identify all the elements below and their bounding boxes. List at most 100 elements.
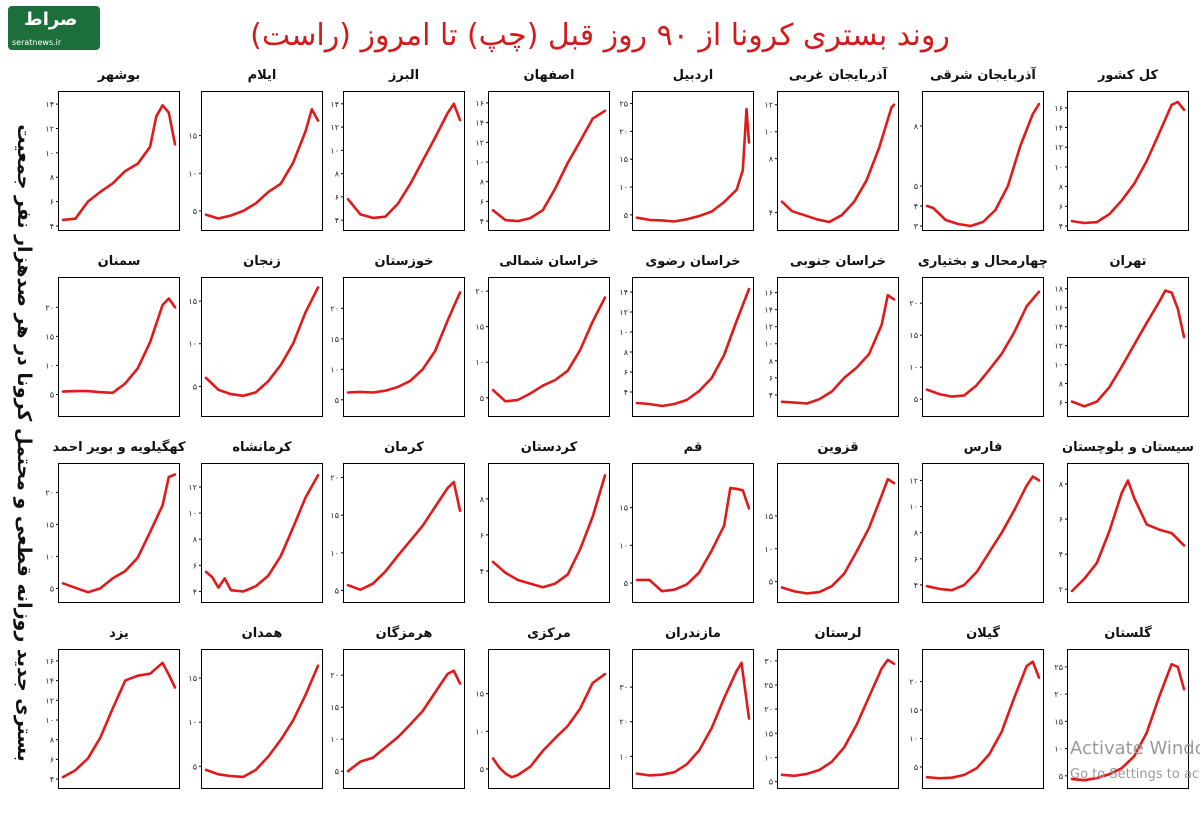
- y-tick-label: ۱۰: [764, 753, 773, 762]
- y-tick-label: ۳۰: [619, 683, 628, 692]
- y-tick-label: ۸: [914, 122, 919, 131]
- series-line: [491, 474, 607, 589]
- y-tick-label: ۱۵: [188, 132, 197, 141]
- y-tick-label: ۱۰: [764, 340, 773, 349]
- y-tick-label: ۸: [769, 357, 774, 366]
- chart-plot-area: ۱۰ ۲۰ ۳۰: [619, 661, 751, 777]
- y-tick-label: ۱۰: [619, 328, 628, 337]
- chart-plot-area: ۵ ۱۰ ۱۵: [188, 108, 320, 220]
- chart-title: لرستان: [814, 626, 862, 641]
- y-tick-label: ۸: [193, 535, 198, 544]
- series-line: [204, 473, 320, 593]
- y-tick-label: ۱۶: [45, 657, 54, 666]
- series-line: [491, 672, 607, 779]
- chart-title: سمنان: [97, 254, 141, 269]
- y-tick-label: ۱۶: [475, 99, 484, 108]
- chart-title: زنجان: [243, 254, 281, 269]
- chart-title: کرمان: [384, 440, 424, 455]
- y-tick-label: ۵: [50, 391, 54, 400]
- series-line: [1070, 289, 1186, 408]
- y-tick-label: ۱۰: [188, 718, 197, 727]
- series-line: [635, 486, 751, 593]
- chart-plot-area: ۵ ۱۰ ۱۵: [188, 286, 320, 398]
- y-tick-label: ۱۰: [619, 541, 628, 550]
- y-tick-label: ۲۵: [764, 681, 773, 690]
- y-tick-label: ۱۰: [1054, 163, 1063, 172]
- series-line: [925, 475, 1041, 592]
- province-chart: سمنان ۵ ۱۰ ۱۵ ۲۰: [45, 254, 180, 417]
- chart-plot-area: ۴ ۶ ۸ ۱۰ ۱۲ ۱۴: [619, 287, 751, 408]
- series-line: [204, 664, 320, 779]
- chart-plot-area: ۵ ۱۰ ۱۵ ۲۰: [909, 290, 1041, 404]
- y-tick-label: ۲۰: [45, 488, 54, 497]
- y-tick-label: ۱۲: [475, 138, 484, 147]
- chart-title: بوشهر: [97, 68, 141, 83]
- y-tick-label: ۱۵: [45, 332, 54, 341]
- chart-title: مرکزی: [527, 626, 571, 641]
- y-tick-label: ۵: [335, 586, 339, 595]
- y-tick-label: ۶: [335, 193, 339, 202]
- y-tick-label: ۵: [193, 382, 197, 391]
- province-chart: اصفهان ۴ ۶ ۸ ۱۰ ۱۲ ۱۴ ۱۶: [475, 68, 610, 231]
- y-tick-label: ۱۰: [764, 128, 773, 137]
- y-tick-label: ۵: [769, 778, 773, 787]
- y-tick-label: ۱۵: [475, 323, 484, 332]
- province-chart: قم ۵ ۱۰ ۱۵: [619, 440, 754, 603]
- y-tick-label: ۱۴: [475, 119, 484, 128]
- y-tick-label: ۱۵: [764, 512, 773, 521]
- province-chart: کرمانشاه ۴ ۶ ۸ ۱۰ ۱۲: [188, 440, 323, 603]
- chart-plot-area: ۴ ۶ ۸ ۱۰ ۱۲ ۱۴ ۱۶: [764, 289, 896, 405]
- y-tick-label: ۱۰: [330, 146, 339, 155]
- province-chart: سیستان و بلوچستان ۲ ۴ ۶ ۸: [1059, 440, 1194, 603]
- chart-plot-area: ۴ ۶ ۸ ۱۰ ۱۲ ۱۴ ۱۶: [475, 99, 607, 226]
- y-tick-label: ۲۵: [1054, 663, 1063, 672]
- chart-plot-area: ۵ ۱۰ ۱۵ ۲۰: [330, 474, 462, 595]
- y-tick-label: ۲۰: [619, 127, 628, 136]
- y-tick-label: ۲۰: [330, 671, 339, 680]
- series-line: [1070, 100, 1186, 225]
- chart-plot-area: ۵ ۱۰ ۱۵: [475, 672, 607, 779]
- y-tick-label: ۴: [914, 202, 918, 211]
- chart-title: گلستان: [1104, 626, 1152, 641]
- series-line: [925, 660, 1041, 780]
- y-tick-label: ۵: [914, 182, 918, 191]
- series-line: [635, 287, 751, 408]
- province-chart: تهران ۶ ۸ ۱۰ ۱۲ ۱۴ ۱۶ ۱۸: [1054, 254, 1189, 417]
- series-line: [925, 290, 1041, 398]
- y-tick-label: ۱۵: [1054, 717, 1063, 726]
- y-tick-label: ۲۰: [475, 287, 484, 296]
- y-tick-label: ۶: [769, 374, 773, 383]
- y-tick-label: ۲۰: [909, 299, 918, 308]
- y-tick-label: ۲۰: [45, 303, 54, 312]
- y-tick-label: ۵: [624, 211, 628, 220]
- y-tick-label: ۱۰: [909, 363, 918, 372]
- province-chart: لرستان ۵ ۱۰ ۱۵ ۲۰ ۲۵ ۳۰: [764, 626, 899, 789]
- y-tick-label: ۱۲: [764, 323, 773, 332]
- province-chart: خراسان رضوی ۴ ۶ ۸ ۱۰ ۱۲ ۱۴: [619, 254, 754, 417]
- series-line: [61, 297, 177, 395]
- y-tick-label: ۵: [193, 207, 197, 216]
- y-tick-label: ۱۰: [1054, 361, 1063, 370]
- y-tick-label: ۳: [914, 222, 919, 231]
- y-tick-label: ۱۸: [1054, 285, 1063, 294]
- y-tick-label: ۵: [335, 767, 339, 776]
- y-tick-label: ۸: [769, 155, 774, 164]
- series-line: [1070, 479, 1186, 593]
- y-tick-label: ۵: [193, 762, 197, 771]
- y-tick-label: ۱۵: [45, 520, 54, 529]
- province-chart: قزوین ۵ ۱۰ ۱۵: [764, 440, 899, 603]
- y-tick-label: ۱۵: [909, 706, 918, 715]
- chart-title: کل کشور: [1097, 68, 1159, 83]
- y-tick-label: ۸: [50, 173, 55, 182]
- chart-title: البرز: [388, 68, 420, 83]
- province-chart: گیلان ۵ ۱۰ ۱۵ ۲۰: [909, 626, 1044, 789]
- chart-plot-area: ۵ ۱۰ ۱۵: [619, 486, 751, 593]
- y-tick-label: ۴: [624, 388, 628, 397]
- y-tick-label: ۱۲: [619, 308, 628, 317]
- y-tick-label: ۱۰: [45, 149, 54, 158]
- y-tick-label: ۵: [50, 584, 54, 593]
- chart-plot-area: ۴ ۶ ۸ ۱۰ ۱۲: [188, 473, 320, 596]
- chart-plot-area: ۴ ۸ ۱۰ ۱۲: [764, 101, 896, 224]
- y-tick-label: ۱۰: [475, 158, 484, 167]
- y-tick-label: ۱۵: [764, 729, 773, 738]
